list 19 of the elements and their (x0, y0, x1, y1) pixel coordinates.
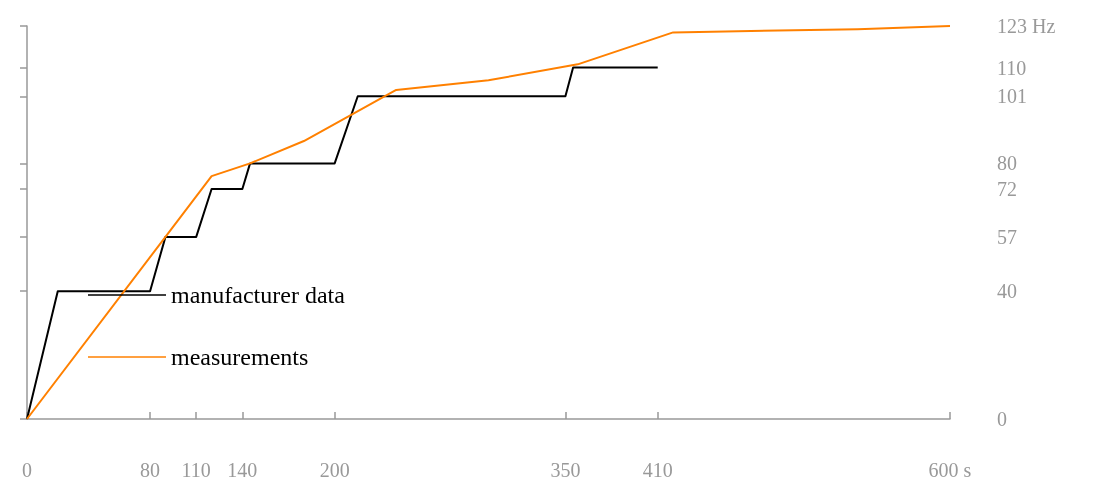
y-tick-label: 80 (997, 152, 1017, 175)
x-tick-label: 140 (227, 459, 258, 481)
x-tick-label: 80 (140, 459, 161, 481)
legend-label: measurements (171, 344, 309, 370)
y-tick-label: 72 (997, 177, 1017, 200)
line-series (26, 66, 659, 420)
x-tick-label: 110 (181, 459, 211, 481)
x-tick-label: 410 (642, 459, 673, 481)
y-tick-label: 110 (997, 56, 1027, 79)
y-tick-label: 0 (997, 408, 1007, 430)
x-tick-label: 200 (319, 459, 350, 481)
y-tick-label: 101 (997, 85, 1027, 108)
y-tick-label: 40 (997, 280, 1017, 303)
y-tick-label: 57 (997, 225, 1017, 248)
x-tick-label: 350 (550, 459, 581, 481)
x-tick-label: 0 (22, 459, 32, 481)
x-tick-label: 600 s (928, 459, 972, 481)
legend-label: manufacturer data (171, 282, 346, 308)
y-tick-label: 123 Hz (997, 15, 1056, 37)
